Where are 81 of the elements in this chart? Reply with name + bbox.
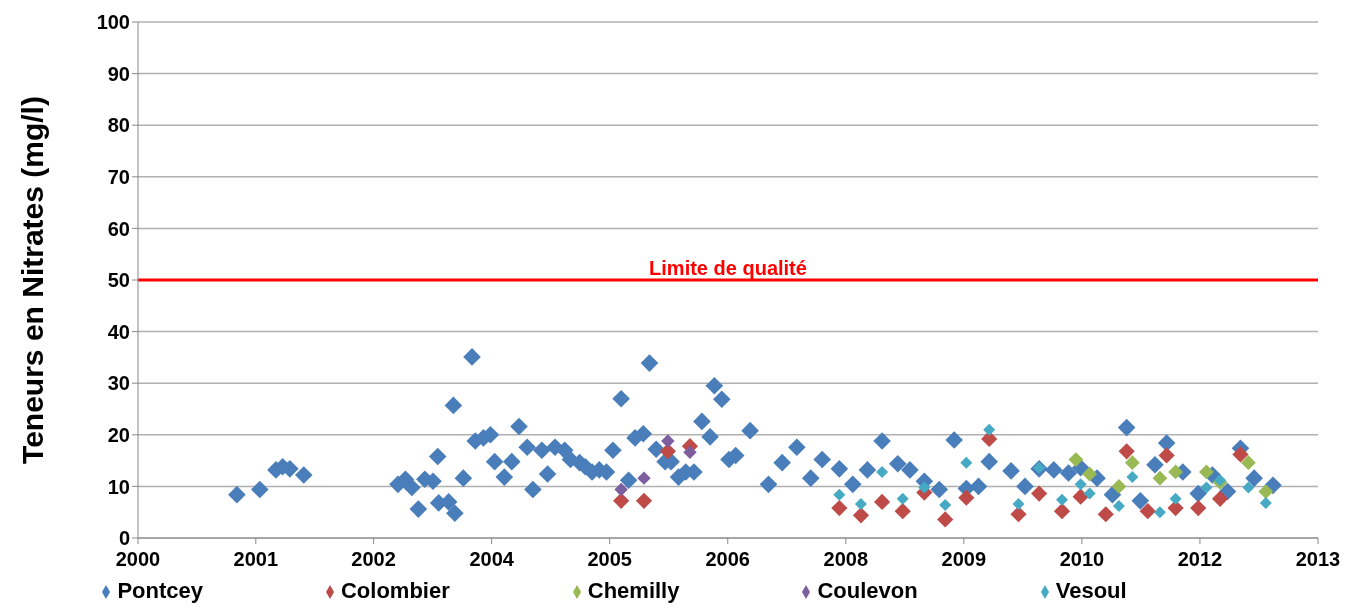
point (1082, 466, 1097, 482)
y-tick-label: 30 (107, 372, 130, 395)
point (1153, 506, 1166, 519)
ref-line-label: Limite de qualité (649, 257, 807, 279)
point (1190, 499, 1207, 517)
point (614, 482, 628, 497)
point (1242, 481, 1255, 494)
y-tick-label: 20 (107, 423, 130, 446)
point (833, 488, 846, 501)
point (659, 443, 676, 460)
point (1152, 470, 1168, 486)
legend-label: Colombier (340, 578, 450, 603)
point (983, 423, 996, 436)
point (894, 503, 911, 520)
point (1232, 446, 1249, 463)
point (661, 434, 675, 448)
y-tick-label: 70 (107, 165, 130, 188)
x-tick-label: 2004 (469, 548, 515, 571)
y-tick-label: 40 (107, 320, 130, 343)
x-tick-label: 2009 (941, 548, 987, 571)
point (1112, 500, 1125, 513)
point (1124, 455, 1140, 471)
point (1258, 484, 1274, 499)
point (1083, 487, 1096, 500)
point (1111, 479, 1127, 494)
y-axis-title: Teneurs en Nitrates (mg/l) (15, 96, 49, 464)
point (939, 498, 952, 511)
point (1074, 478, 1087, 491)
point (1072, 488, 1089, 505)
point (1010, 506, 1027, 523)
y-tick-label: 60 (107, 217, 130, 240)
y-tick-label: 100 (96, 11, 130, 34)
point (1068, 452, 1084, 467)
point (831, 499, 848, 517)
point (854, 497, 867, 510)
legend-label: Coulevon (817, 578, 918, 603)
y-tick-label: 10 (107, 475, 130, 498)
point (937, 511, 954, 528)
point (1126, 471, 1139, 484)
point (896, 492, 909, 505)
x-tick-label: 2006 (705, 548, 750, 571)
legend-label: Chemilly (587, 578, 680, 603)
legend-label: Vesoul (1055, 578, 1127, 603)
point (1056, 493, 1069, 506)
point (852, 507, 870, 524)
x-tick-label: 2002 (351, 548, 396, 571)
point (637, 471, 651, 485)
point (1031, 485, 1048, 502)
x-tick-label: 2000 (115, 548, 161, 571)
point (1200, 481, 1213, 494)
point (876, 465, 889, 478)
point (1012, 497, 1025, 510)
point (873, 493, 891, 510)
point (1158, 447, 1175, 464)
point (1169, 492, 1182, 505)
y-tick-label: 80 (107, 114, 130, 137)
point (918, 481, 931, 494)
x-tick-label: 2013 (1295, 548, 1341, 571)
point (1168, 464, 1183, 480)
y-tick-label: 90 (107, 62, 130, 85)
y-tick-label: 50 (107, 269, 130, 292)
point (613, 492, 630, 509)
point (1118, 443, 1135, 460)
point (1139, 503, 1156, 520)
point (635, 492, 653, 509)
point (1241, 455, 1256, 471)
point (1259, 496, 1272, 509)
x-tick-label: 2010 (1059, 548, 1105, 571)
x-tick-label: 2001 (233, 548, 279, 571)
point (1211, 490, 1229, 507)
point (960, 456, 973, 469)
y-tick-label: 0 (118, 527, 130, 550)
legend-label: Pontcey (117, 578, 203, 603)
x-tick-label: 2008 (823, 548, 869, 571)
point (1199, 464, 1214, 480)
x-tick-label: 2012 (1177, 548, 1223, 571)
point (958, 489, 975, 506)
point (1053, 503, 1071, 520)
x-tick-label: 2005 (587, 548, 632, 571)
point (1097, 506, 1114, 523)
point (683, 445, 697, 460)
